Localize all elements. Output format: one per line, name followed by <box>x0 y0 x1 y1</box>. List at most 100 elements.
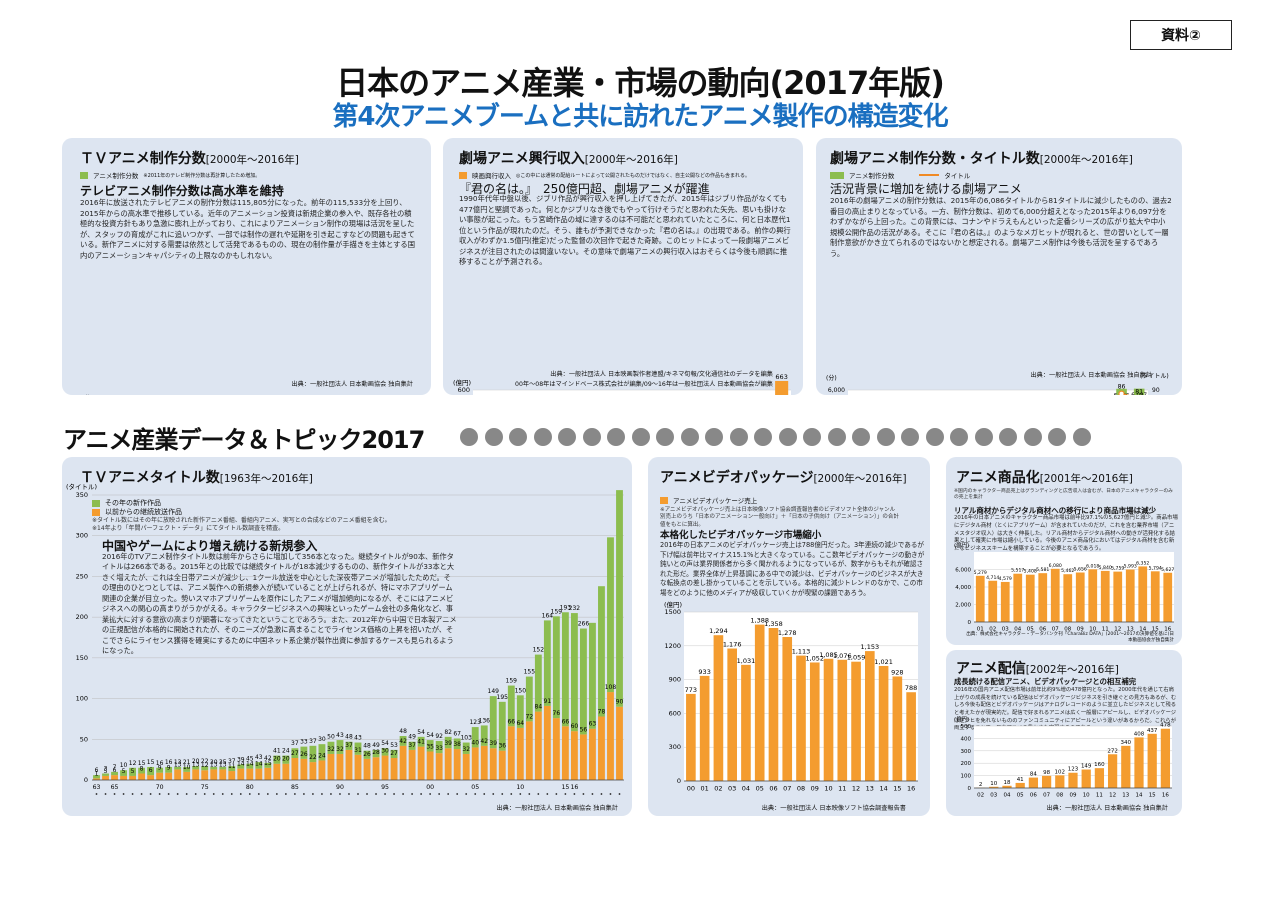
x-tick-dot <box>402 793 404 795</box>
panel-title: 劇場アニメ興行収入[2000年～2016年] <box>459 151 678 167</box>
data-label: 933 <box>698 668 710 676</box>
point-label: 86 <box>1118 384 1126 391</box>
data-label: 15 <box>264 760 272 767</box>
bar-new <box>165 766 173 773</box>
x-tick-label: 85 <box>291 784 299 791</box>
x-tick-label: 08 <box>797 785 805 793</box>
data-label: 20 <box>282 756 290 763</box>
bar <box>1025 574 1035 622</box>
y-tick-label: 0 <box>677 777 681 785</box>
panel-headline: テレビアニメ制作分数は高水準を維持 <box>80 184 284 198</box>
data-label: 26 <box>300 751 308 758</box>
bar <box>1133 388 1145 395</box>
bar <box>754 624 765 781</box>
x-tick-label: 65 <box>111 784 119 791</box>
data-label: 4,579 <box>999 576 1012 582</box>
x-tick-label: 03 <box>1002 627 1009 633</box>
bar-new <box>534 654 542 712</box>
bar <box>1138 566 1148 622</box>
data-label: 478 <box>1160 723 1171 729</box>
y-tick-label: 1500 <box>664 608 681 616</box>
x-tick-dot <box>257 793 260 795</box>
data-label: 33 <box>300 739 308 746</box>
data-label: 7 <box>113 764 117 771</box>
data-label: 37 <box>291 740 299 747</box>
x-tick-dot <box>366 793 368 795</box>
x-tick-label: 05 <box>1027 627 1034 633</box>
data-label: 30 <box>318 736 326 743</box>
data-label: 164 <box>542 612 554 619</box>
chart-legend: アニメ制作分数 タイトル <box>830 170 970 180</box>
panel-movie-box-office: 劇場アニメ興行収入[2000年～2016年] 映画興行収入 ◎この中には通常の配給… <box>443 138 803 395</box>
source-note: 出典：一般社団法人 日本動画協会 独自集計 <box>1030 372 1153 379</box>
panel-video-package: アニメビデオパッケージ[2000年～2016年] アニメビデオパッケージ売上 ※… <box>648 457 930 816</box>
data-label: 90 <box>616 699 624 706</box>
bar <box>686 693 696 781</box>
data-label: 1,059 <box>847 654 866 662</box>
page-title: 日本のアニメ産業・市場の動向(2017年版) <box>336 64 945 102</box>
data-label: 160 <box>1094 762 1105 768</box>
data-label: 14 <box>237 761 245 768</box>
bar-new <box>552 616 560 719</box>
bar <box>837 659 848 781</box>
bar-new <box>183 766 191 772</box>
bar-continuing <box>147 775 155 780</box>
x-tick-dot <box>591 793 594 795</box>
section-dot <box>533 428 552 446</box>
y-tick-label: 100 <box>961 774 972 780</box>
data-label: 43 <box>336 732 344 739</box>
data-label: 53 <box>390 742 398 749</box>
bar-new <box>507 685 515 727</box>
y-tick-label: 4,000 <box>955 585 971 591</box>
data-label: 11 <box>228 763 236 770</box>
bar-continuing <box>561 726 569 780</box>
chart-movie-minutes-titles: 01,0002,0003,0004,0005,0006,000010203040… <box>826 372 1169 395</box>
chart-note: ※タイトル数にはその年に放映された新作アニメ番組、番組内アニメ、実写との合成など… <box>92 517 391 533</box>
section-dot <box>852 428 870 446</box>
bar <box>1163 572 1173 622</box>
bar-continuing <box>354 754 362 780</box>
section-dot <box>999 428 1017 446</box>
x-tick-dot <box>384 793 386 795</box>
data-label: 12 <box>129 760 137 767</box>
y-tick-label: 400 <box>961 736 972 742</box>
bar <box>823 658 834 781</box>
x-tick-label: 11 <box>838 785 846 793</box>
bar-continuing <box>309 762 317 780</box>
x-tick-label: 13 <box>866 785 874 793</box>
data-label: 27 <box>390 750 398 757</box>
panel-title: アニメビデオパッケージ[2000年～2016年] <box>660 470 907 486</box>
panel-period: [2001年～2016年] <box>1039 473 1133 485</box>
data-label: 266 <box>578 621 590 628</box>
bar-new <box>291 748 299 759</box>
data-label: 6,018 <box>1086 563 1099 569</box>
x-tick-dot <box>555 793 558 795</box>
x-tick-label: 10 <box>1089 627 1096 633</box>
data-label: 82 <box>444 729 452 736</box>
x-tick-label: 95 <box>381 784 389 791</box>
panel-period: [2000年～2016年] <box>205 154 299 166</box>
bar-continuing <box>237 768 245 780</box>
bar-new <box>228 766 236 772</box>
bar-new <box>345 741 353 750</box>
y-axis-label: (タイトル) <box>66 482 97 491</box>
section-dot <box>680 428 699 446</box>
y-tick-label: 0 <box>84 776 88 784</box>
data-label: 408 <box>1134 731 1145 737</box>
bar-new <box>498 701 506 751</box>
bar-continuing <box>471 747 479 780</box>
panel-title: ＴＶアニメタイトル数[1963年～2016年] <box>80 470 313 486</box>
data-label: 5,517 <box>1011 568 1024 574</box>
data-label: 663 <box>775 373 787 381</box>
x-tick-dot <box>429 793 432 795</box>
panel-streaming: アニメ配信[2002年～2016年] 成長続ける配信アニメ、ビデオパッケージとの… <box>946 650 1182 816</box>
chart-merchandise: 0 2,000 4,000 6,000 (億円) 5,279 01 4,714 02 4,579 0… <box>954 541 1174 633</box>
x-tick-dot <box>140 793 143 795</box>
x-tick-label: 01 <box>977 627 984 633</box>
data-label: 12 <box>201 762 209 769</box>
data-label: 1,113 <box>792 648 811 656</box>
bar-continuing <box>255 768 263 780</box>
data-label: 773 <box>685 686 697 694</box>
panel-tv-titles: ＴＶアニメタイトル数[1963年～2016年] その年の新作作品 以前からの継続… <box>62 457 632 816</box>
data-label: 437 <box>1147 728 1158 734</box>
